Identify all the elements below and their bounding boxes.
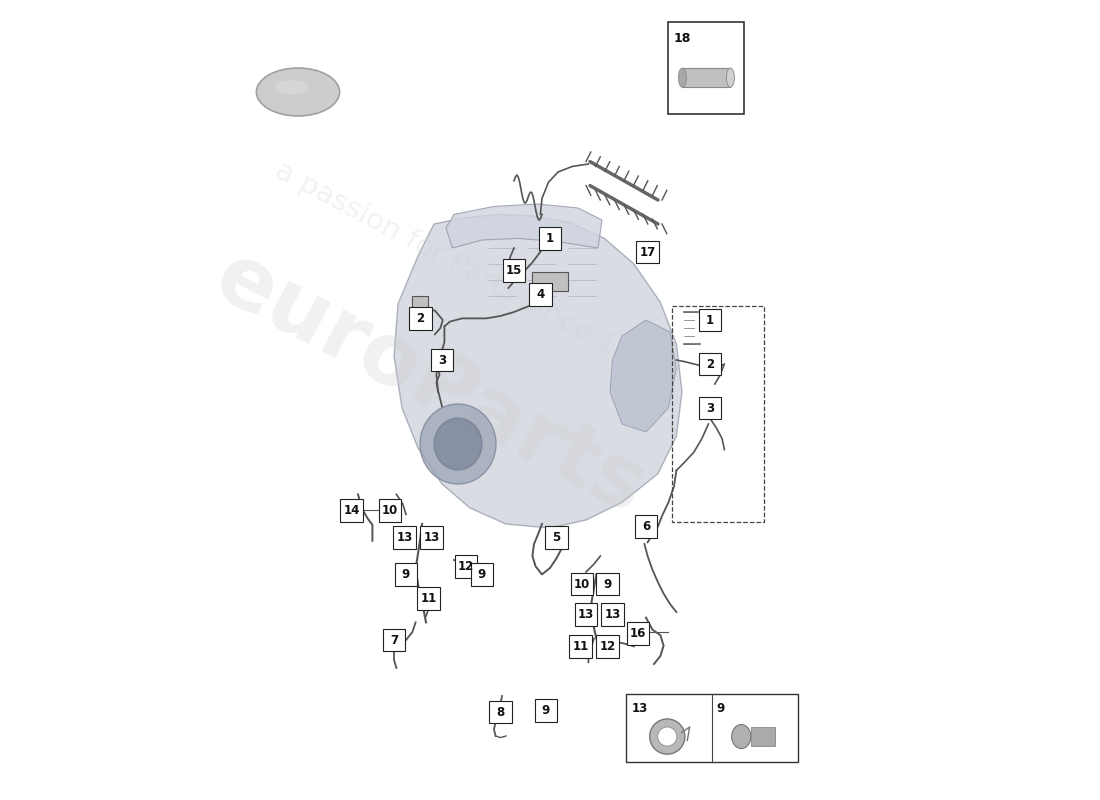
Bar bbox=[627, 622, 649, 645]
Bar bbox=[378, 499, 402, 522]
Bar bbox=[340, 499, 363, 522]
Text: 9: 9 bbox=[542, 704, 550, 717]
Text: 1: 1 bbox=[706, 314, 714, 326]
Text: 6: 6 bbox=[642, 520, 650, 533]
Text: 3: 3 bbox=[706, 402, 714, 414]
Bar bbox=[669, 22, 745, 114]
Bar bbox=[431, 349, 453, 371]
Bar bbox=[698, 353, 722, 375]
Text: 10: 10 bbox=[382, 504, 398, 517]
Text: 16: 16 bbox=[630, 627, 646, 640]
Bar bbox=[546, 526, 568, 549]
Circle shape bbox=[650, 719, 685, 754]
Text: 13: 13 bbox=[396, 531, 412, 544]
Text: 11: 11 bbox=[420, 592, 437, 605]
Text: 11: 11 bbox=[572, 640, 588, 653]
Text: 13: 13 bbox=[631, 702, 648, 715]
Bar bbox=[535, 699, 558, 722]
Text: euroParts: euroParts bbox=[200, 236, 659, 532]
Bar bbox=[635, 515, 657, 538]
Ellipse shape bbox=[275, 80, 308, 94]
Ellipse shape bbox=[434, 418, 482, 470]
Polygon shape bbox=[394, 214, 682, 528]
Bar bbox=[698, 309, 722, 331]
Text: 2: 2 bbox=[706, 358, 714, 370]
Text: 13: 13 bbox=[424, 531, 440, 544]
Text: 13: 13 bbox=[604, 608, 620, 621]
Bar bbox=[395, 563, 417, 586]
Ellipse shape bbox=[732, 725, 751, 749]
Text: 14: 14 bbox=[343, 504, 360, 517]
Text: 8: 8 bbox=[496, 706, 505, 718]
Bar bbox=[471, 563, 493, 586]
Bar bbox=[409, 307, 431, 330]
Bar bbox=[682, 68, 730, 87]
Text: 10: 10 bbox=[574, 578, 590, 590]
Bar bbox=[503, 259, 525, 282]
Text: 18: 18 bbox=[673, 32, 691, 45]
Bar bbox=[383, 629, 405, 651]
Polygon shape bbox=[610, 320, 676, 432]
Bar bbox=[529, 283, 551, 306]
Ellipse shape bbox=[420, 404, 496, 484]
Circle shape bbox=[658, 727, 676, 746]
Ellipse shape bbox=[256, 68, 340, 116]
Text: 9: 9 bbox=[604, 578, 612, 590]
Text: 17: 17 bbox=[639, 246, 656, 258]
Text: 2: 2 bbox=[416, 312, 425, 325]
Bar bbox=[602, 603, 624, 626]
Bar bbox=[569, 635, 592, 658]
Bar bbox=[751, 727, 774, 746]
Text: 5: 5 bbox=[552, 531, 561, 544]
Bar bbox=[575, 603, 597, 626]
Bar bbox=[454, 555, 477, 578]
Ellipse shape bbox=[726, 68, 735, 87]
Text: 9: 9 bbox=[402, 568, 410, 581]
Bar bbox=[412, 296, 428, 312]
Bar bbox=[626, 694, 798, 762]
Text: a passion for Parts since 1985: a passion for Parts since 1985 bbox=[270, 157, 670, 387]
Bar bbox=[596, 635, 619, 658]
Text: 1: 1 bbox=[546, 232, 554, 245]
Text: 9: 9 bbox=[477, 568, 486, 581]
Bar bbox=[698, 397, 722, 419]
Bar bbox=[532, 272, 568, 291]
Bar bbox=[596, 573, 619, 595]
Text: 7: 7 bbox=[389, 634, 398, 646]
Bar bbox=[539, 227, 561, 250]
Bar bbox=[637, 241, 659, 263]
Polygon shape bbox=[446, 204, 602, 248]
Ellipse shape bbox=[679, 68, 686, 87]
Text: 3: 3 bbox=[438, 354, 447, 366]
Text: 15: 15 bbox=[506, 264, 522, 277]
Bar bbox=[393, 526, 416, 549]
Bar bbox=[417, 587, 440, 610]
Bar bbox=[672, 306, 763, 522]
Bar bbox=[571, 573, 593, 595]
Bar bbox=[490, 701, 512, 723]
Text: 12: 12 bbox=[600, 640, 616, 653]
Text: 13: 13 bbox=[578, 608, 594, 621]
Text: 4: 4 bbox=[537, 288, 544, 301]
Text: 9: 9 bbox=[717, 702, 725, 715]
Bar bbox=[420, 526, 443, 549]
Text: 12: 12 bbox=[458, 560, 474, 573]
